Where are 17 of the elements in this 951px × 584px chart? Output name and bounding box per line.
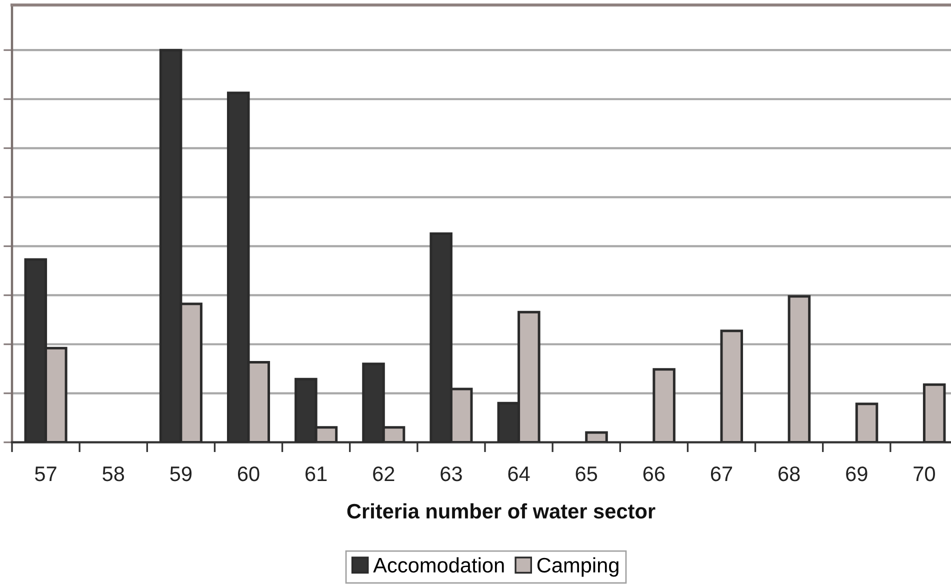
x-tick-label: 67 — [710, 466, 732, 482]
x-tick-label: 57 — [35, 466, 56, 482]
x-tick-label: 70 — [914, 466, 935, 482]
x-tick-label: 66 — [643, 466, 665, 482]
legend-label: Accomodation — [373, 557, 504, 573]
x-tick-label: 61 — [306, 466, 327, 482]
legend-label: Camping — [537, 557, 618, 577]
x-tick-label: 59 — [170, 466, 192, 482]
x-tick-label: 62 — [373, 466, 394, 482]
x-tick-label: 63 — [440, 466, 462, 482]
x-tick-label: 68 — [778, 466, 800, 482]
x-tick-label: 60 — [238, 466, 260, 482]
x-tick-label: 65 — [576, 466, 598, 482]
x-axis-title: Criteria number of water sector — [347, 503, 656, 519]
x-tick-label: 69 — [846, 466, 868, 482]
x-tick-label: 64 — [508, 466, 530, 482]
x-tick-label: 58 — [102, 466, 124, 482]
